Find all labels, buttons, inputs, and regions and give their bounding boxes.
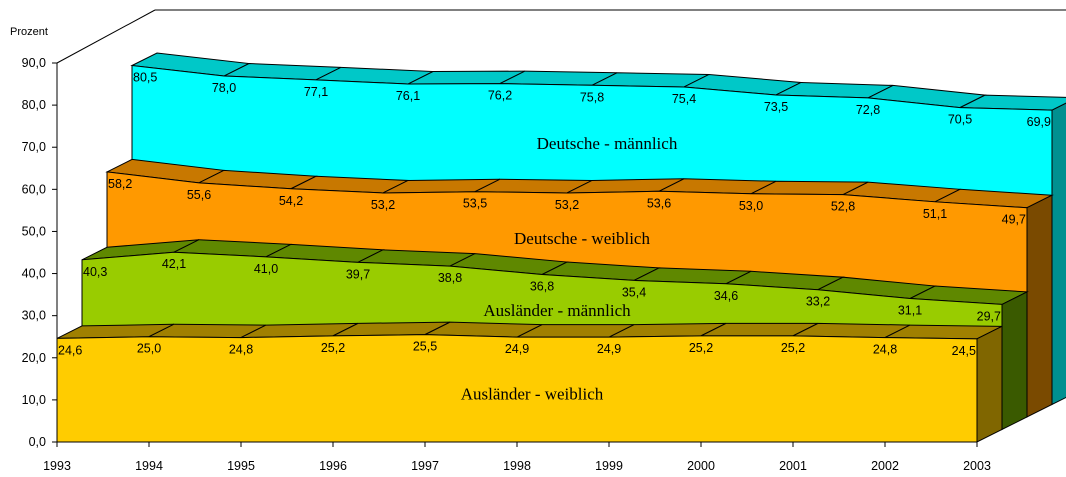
y-tick-label: 80,0 [22, 98, 46, 112]
series-name-label: Ausländer - männlich [483, 301, 631, 320]
data-label: 25,0 [137, 342, 161, 356]
data-label: 40,3 [83, 265, 107, 279]
series-side-face [1051, 102, 1066, 406]
y-tick-label: 10,0 [22, 393, 46, 407]
data-label: 24,6 [58, 343, 82, 357]
y-tick-label: 30,0 [22, 309, 46, 323]
x-tick-label: 1997 [411, 459, 439, 473]
y-tick-label: 50,0 [22, 224, 46, 238]
series-front-face [56, 334, 978, 443]
data-label: 24,9 [505, 342, 529, 356]
y-tick-label: 70,0 [22, 140, 46, 154]
series-name-label: Deutsche - männlich [537, 134, 678, 153]
data-label: 53,5 [463, 197, 487, 211]
data-label: 55,6 [187, 188, 211, 202]
data-label: 39,7 [346, 267, 370, 281]
data-label: 58,2 [108, 177, 132, 191]
data-label: 53,2 [371, 198, 395, 212]
data-label: 76,1 [396, 89, 420, 103]
data-label: 24,5 [952, 344, 976, 358]
data-label: 51,1 [923, 207, 947, 221]
series-layer: 80,5 78,0 77,1 76,1 76,2 75,8 75,4 73,5 72,8 70,5… [56, 52, 1066, 443]
data-label: 76,2 [488, 89, 512, 103]
x-tick-label: 2001 [779, 459, 807, 473]
y-tick-label: 60,0 [22, 182, 46, 196]
y-tick-label: 90,0 [22, 56, 46, 70]
data-label: 31,1 [898, 304, 922, 318]
data-label: 41,0 [254, 262, 278, 276]
data-label: 29,7 [977, 309, 1001, 323]
x-tick-label: 1996 [319, 459, 347, 473]
y-tick-label: 20,0 [22, 351, 46, 365]
data-label: 53,2 [555, 198, 579, 212]
y-tick-label: 0,0 [29, 435, 46, 449]
data-label: 69,9 [1027, 115, 1051, 129]
data-label: 75,4 [672, 92, 696, 106]
data-label: 38,8 [438, 271, 462, 285]
data-label: 25,2 [321, 341, 345, 355]
x-tick-label: 1994 [135, 459, 163, 473]
data-label: 42,1 [162, 257, 186, 271]
series-side-face [976, 325, 1003, 443]
series-side-face [1026, 194, 1053, 418]
data-label: 33,2 [806, 295, 830, 309]
data-label: 34,6 [714, 289, 738, 303]
x-tick-label: 1998 [503, 459, 531, 473]
data-label: 24,8 [229, 343, 253, 357]
data-label: 77,1 [304, 85, 328, 99]
data-label: 36,8 [530, 280, 554, 294]
data-label: 24,9 [597, 342, 621, 356]
y-tick-label: 40,0 [22, 267, 46, 281]
data-label: 70,5 [948, 113, 972, 127]
back-wall-left-edge [56, 9, 156, 64]
series-ausländer-weiblich: 24,6 25,0 24,8 25,2 25,5 24,9 24,9 25,2 25,2 24,8… [56, 321, 1003, 443]
data-label: 80,5 [133, 71, 157, 85]
data-label: 35,4 [622, 285, 646, 299]
series-side-face [1001, 291, 1028, 431]
data-label: 24,8 [873, 343, 897, 357]
data-label: 73,5 [764, 100, 788, 114]
data-label: 72,8 [856, 103, 880, 117]
data-label: 54,2 [279, 194, 303, 208]
data-label: 53,0 [739, 199, 763, 213]
data-label: 52,8 [831, 200, 855, 214]
x-tick-label: 1995 [227, 459, 255, 473]
x-tick-label: 1999 [595, 459, 623, 473]
data-label: 53,6 [647, 196, 671, 210]
y-axis-unit-label: Prozent [10, 26, 48, 38]
chart-walls [56, 9, 1066, 64]
x-tick-label: 2003 [963, 459, 991, 473]
data-label: 49,7 [1002, 213, 1026, 227]
data-label: 75,8 [580, 90, 604, 104]
data-label: 78,0 [212, 81, 236, 95]
x-tick-label: 2002 [871, 459, 899, 473]
x-tick-label: 2000 [687, 459, 715, 473]
x-tick-label: 1993 [43, 459, 71, 473]
data-label: 25,5 [413, 340, 437, 354]
x-axis: 1993 1994 1995 1996 1997 1998 1999 2000 2001 2002… [43, 441, 991, 473]
series-name-label: Deutsche - weiblich [514, 229, 650, 248]
series-name-label: Ausländer - weiblich [461, 385, 604, 404]
y-axis: 0,0 10,0 20,0 30,0 40,0 50,0 60,0 70,0 80,0 90,0 [22, 56, 58, 449]
data-label: 25,2 [689, 341, 713, 355]
data-label: 25,2 [781, 341, 805, 355]
